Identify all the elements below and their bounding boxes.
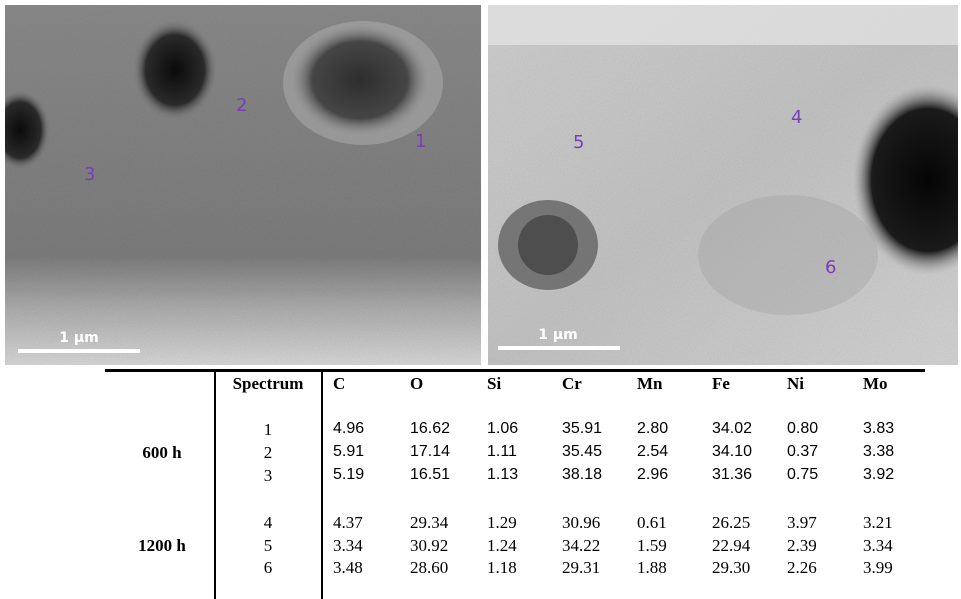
cell-value: 29.30: [712, 558, 750, 578]
cell-value: 38.18: [562, 466, 602, 484]
spectrum-id: 5: [264, 536, 273, 556]
cell-value: 28.60: [410, 558, 448, 578]
cell-value: 2.26: [787, 558, 817, 578]
cell-value: 1.29: [487, 513, 517, 533]
column-header: Spectrum: [233, 374, 304, 394]
cell-value: 2.96: [637, 466, 668, 484]
spot-label: 3: [84, 164, 95, 185]
cell-value: 2.54: [637, 443, 668, 461]
cell-value: 16.51: [410, 466, 450, 484]
cell-value: 3.83: [863, 420, 894, 438]
cell-value: 3.92: [863, 466, 894, 484]
spot-label: 4: [791, 107, 802, 128]
cell-value: 30.92: [410, 536, 448, 556]
table-rule: [105, 369, 925, 372]
cell-value: 29.34: [410, 513, 448, 533]
cell-value: 17.14: [410, 443, 450, 461]
cell-value: 1.11: [487, 443, 517, 461]
column-header: Fe: [712, 374, 730, 394]
spot-label: 5: [573, 132, 584, 153]
scale-bar-label: 1 µm: [59, 330, 99, 346]
spectrum-id: 3: [264, 466, 273, 486]
page: {"images": [ {"scale_bar": "1 µm", "spot…: [0, 0, 961, 599]
cell-value: 3.34: [863, 536, 893, 556]
cell-value: 35.91: [562, 420, 602, 438]
cell-value: 34.22: [562, 536, 600, 556]
cell-value: 5.19: [333, 466, 364, 484]
cell-value: 31.36: [712, 466, 752, 484]
spectrum-id: 1: [264, 420, 273, 440]
sem-image-600h: 1 2 3 1 µm: [5, 5, 481, 365]
table-divider: [321, 372, 323, 599]
cell-value: 34.02: [712, 420, 752, 438]
cell-value: 22.94: [712, 536, 750, 556]
cell-value: 1.24: [487, 536, 517, 556]
cell-value: 29.31: [562, 558, 600, 578]
cell-value: 4.96: [333, 420, 364, 438]
group-label: 600 h: [142, 443, 181, 463]
cell-value: 0.80: [787, 420, 818, 438]
scale-bar: [18, 349, 140, 353]
cell-value: 30.96: [562, 513, 600, 533]
spot-label: 6: [825, 257, 836, 278]
cell-value: 4.37: [333, 513, 363, 533]
cell-value: 1.18: [487, 558, 517, 578]
sem-image-1200h: 4 5 6 1 µm: [488, 5, 958, 365]
cell-value: 2.39: [787, 536, 817, 556]
cell-value: 1.59: [637, 536, 667, 556]
spectrum-id: 4: [264, 513, 273, 533]
cell-value: 3.48: [333, 558, 363, 578]
spot-label: 2: [236, 95, 247, 116]
cell-value: 3.21: [863, 513, 893, 533]
column-header: C: [333, 374, 345, 394]
cell-value: 26.25: [712, 513, 750, 533]
cell-value: 16.62: [410, 420, 450, 438]
cell-value: 34.10: [712, 443, 752, 461]
cell-value: 1.13: [487, 466, 518, 484]
column-header: Mn: [637, 374, 663, 394]
cell-value: 0.61: [637, 513, 667, 533]
cell-value: 3.38: [863, 443, 894, 461]
cell-value: 5.91: [333, 443, 364, 461]
cell-value: 3.97: [787, 513, 817, 533]
spectrum-id: 6: [264, 558, 273, 578]
cell-value: 1.06: [487, 420, 518, 438]
cell-value: 2.80: [637, 420, 668, 438]
scale-bar-label: 1 µm: [538, 327, 578, 343]
group-label: 1200 h: [138, 536, 186, 556]
cell-value: 3.34: [333, 536, 363, 556]
cell-value: 0.37: [787, 443, 818, 461]
column-header: Mo: [863, 374, 888, 394]
table-divider: [214, 372, 216, 599]
cell-value: 35.45: [562, 443, 602, 461]
cell-value: 1.88: [637, 558, 667, 578]
scale-bar: [498, 346, 620, 350]
spot-label: 1: [415, 131, 426, 152]
column-header: O: [410, 374, 423, 394]
column-header: Cr: [562, 374, 582, 394]
cell-value: 0.75: [787, 466, 818, 484]
column-header: Ni: [787, 374, 804, 394]
cell-value: 3.99: [863, 558, 893, 578]
spectrum-id: 2: [264, 443, 273, 463]
column-header: Si: [487, 374, 501, 394]
